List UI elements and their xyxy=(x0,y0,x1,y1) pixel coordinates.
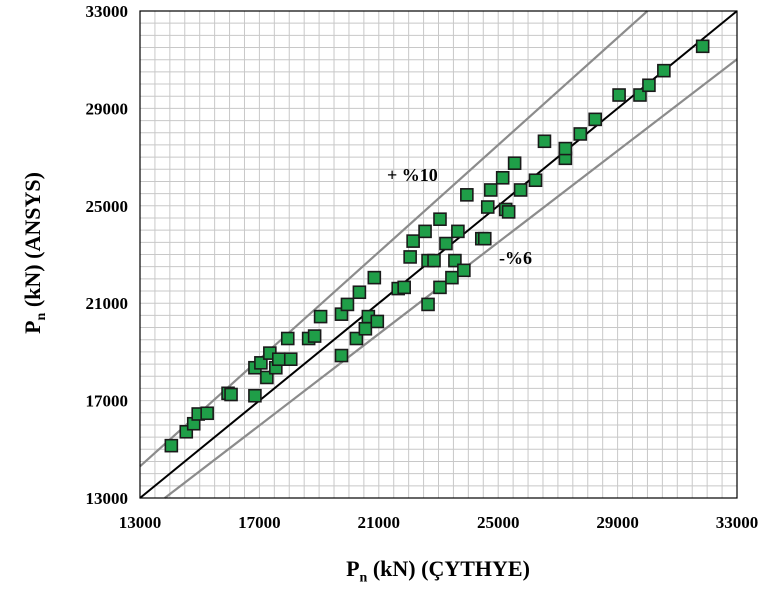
data-point xyxy=(483,183,498,197)
lower-bound-label: -%6 xyxy=(499,248,532,268)
data-point xyxy=(307,329,322,343)
y-tick-label: 25000 xyxy=(86,197,129,216)
y-tick-label: 21000 xyxy=(86,294,129,313)
data-point xyxy=(558,141,573,156)
data-point xyxy=(418,224,432,239)
data-point xyxy=(280,331,295,346)
plot-frame xyxy=(139,10,738,499)
x-axis-title: Pn (kN) (ÇYTHYE) xyxy=(346,556,530,586)
data-point xyxy=(334,348,349,363)
data-point xyxy=(507,156,522,170)
data-point xyxy=(642,78,656,93)
grid xyxy=(140,11,737,498)
data-point xyxy=(340,297,355,312)
data-points xyxy=(164,39,710,453)
y-tick-label: 29000 xyxy=(86,99,129,118)
x-tick-label: 17000 xyxy=(238,513,281,532)
data-point xyxy=(477,231,492,246)
x-tick-labels: 13000 17000 21000 25000 29000 33000 xyxy=(119,513,759,532)
data-point xyxy=(313,309,328,324)
data-point xyxy=(433,280,447,295)
data-point xyxy=(573,127,588,141)
data-point xyxy=(164,438,179,453)
x-tick-label: 29000 xyxy=(596,513,639,532)
data-point xyxy=(480,200,495,214)
data-point xyxy=(695,39,710,54)
data-point xyxy=(451,224,465,239)
upper-bound-label: + %10 xyxy=(387,165,438,185)
data-point xyxy=(403,250,417,264)
data-point xyxy=(421,297,435,312)
data-point xyxy=(460,188,474,202)
data-point xyxy=(513,183,528,197)
data-point xyxy=(501,205,516,219)
data-point xyxy=(537,134,552,149)
data-point xyxy=(370,314,385,329)
data-point xyxy=(406,234,420,248)
data-point xyxy=(433,212,447,226)
y-axis-title: Pn (kN) (ANSYS) xyxy=(19,172,50,334)
x-tick-label: 33000 xyxy=(716,513,759,532)
data-point xyxy=(283,352,298,367)
y-tick-label: 13000 xyxy=(86,489,129,508)
x-tick-label: 25000 xyxy=(477,513,520,532)
data-point xyxy=(224,387,238,402)
x-tick-label: 13000 xyxy=(119,513,162,532)
y-tick-label: 33000 xyxy=(86,2,129,21)
data-point xyxy=(248,388,262,403)
data-point xyxy=(495,170,510,185)
x-tick-label: 21000 xyxy=(358,513,401,532)
data-point xyxy=(612,88,626,102)
data-point xyxy=(445,270,459,285)
data-point xyxy=(272,352,286,367)
y-tick-label: 17000 xyxy=(86,392,129,411)
data-point xyxy=(367,270,382,285)
y-tick-labels: 13000 17000 21000 25000 29000 33000 xyxy=(86,2,129,508)
data-point xyxy=(588,112,603,127)
data-point xyxy=(358,321,373,336)
data-point xyxy=(200,406,214,421)
data-point xyxy=(397,280,411,295)
data-point xyxy=(427,253,441,268)
data-point xyxy=(657,63,671,78)
data-point xyxy=(352,285,367,300)
data-point xyxy=(457,263,471,278)
data-point xyxy=(439,236,453,251)
data-point xyxy=(528,173,543,188)
